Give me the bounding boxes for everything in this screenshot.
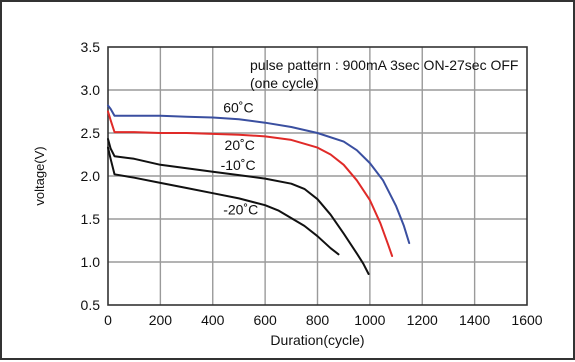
x-tick-label: 1000 — [354, 312, 385, 328]
pulse-pattern-annotation: pulse pattern : 900mA 3sec ON-27sec OFF — [250, 57, 518, 73]
plot-area — [107, 46, 528, 306]
y-tick-label: 1.0 — [81, 254, 101, 270]
x-tick-label: 1400 — [459, 312, 490, 328]
y-tick-label: 3.5 — [81, 39, 101, 55]
x-tick-label: 800 — [306, 312, 330, 328]
series-line-0 — [107, 104, 411, 245]
series-line-1 — [107, 110, 394, 257]
series-label-3: -20˚C — [223, 202, 258, 218]
series-labels: 60˚C 20˚C -10˚C -20˚C — [221, 99, 259, 217]
x-tick-label: 600 — [253, 312, 277, 328]
x-tick-label: 1600 — [511, 312, 542, 328]
x-axis-label: Duration(cycle) — [270, 332, 364, 348]
y-tick-label: 2.5 — [81, 125, 101, 141]
series-lines — [107, 104, 411, 275]
series-line-2 — [107, 138, 370, 275]
y-axis-label: voltage(V) — [32, 146, 47, 205]
tick-labels: 0 200 400 600 800 1000 1200 1400 1600 0.5 1.0 1.5 2.… — [81, 39, 543, 328]
y-tick-label: 3.0 — [81, 82, 101, 98]
y-tick-label: 1.5 — [81, 211, 101, 227]
y-tick-label: 2.0 — [81, 168, 101, 184]
one-cycle-annotation: (one cycle) — [250, 75, 318, 91]
x-tick-label: 400 — [201, 312, 225, 328]
series-label-2: -10˚C — [221, 157, 256, 173]
x-tick-label: 1200 — [407, 312, 438, 328]
x-tick-label: 0 — [104, 312, 112, 328]
series-line-3 — [107, 146, 340, 256]
x-tick-label: 200 — [149, 312, 173, 328]
series-label-1: 20˚C — [225, 137, 255, 153]
y-tick-label: 0.5 — [81, 297, 101, 313]
series-label-0: 60˚C — [223, 99, 253, 115]
